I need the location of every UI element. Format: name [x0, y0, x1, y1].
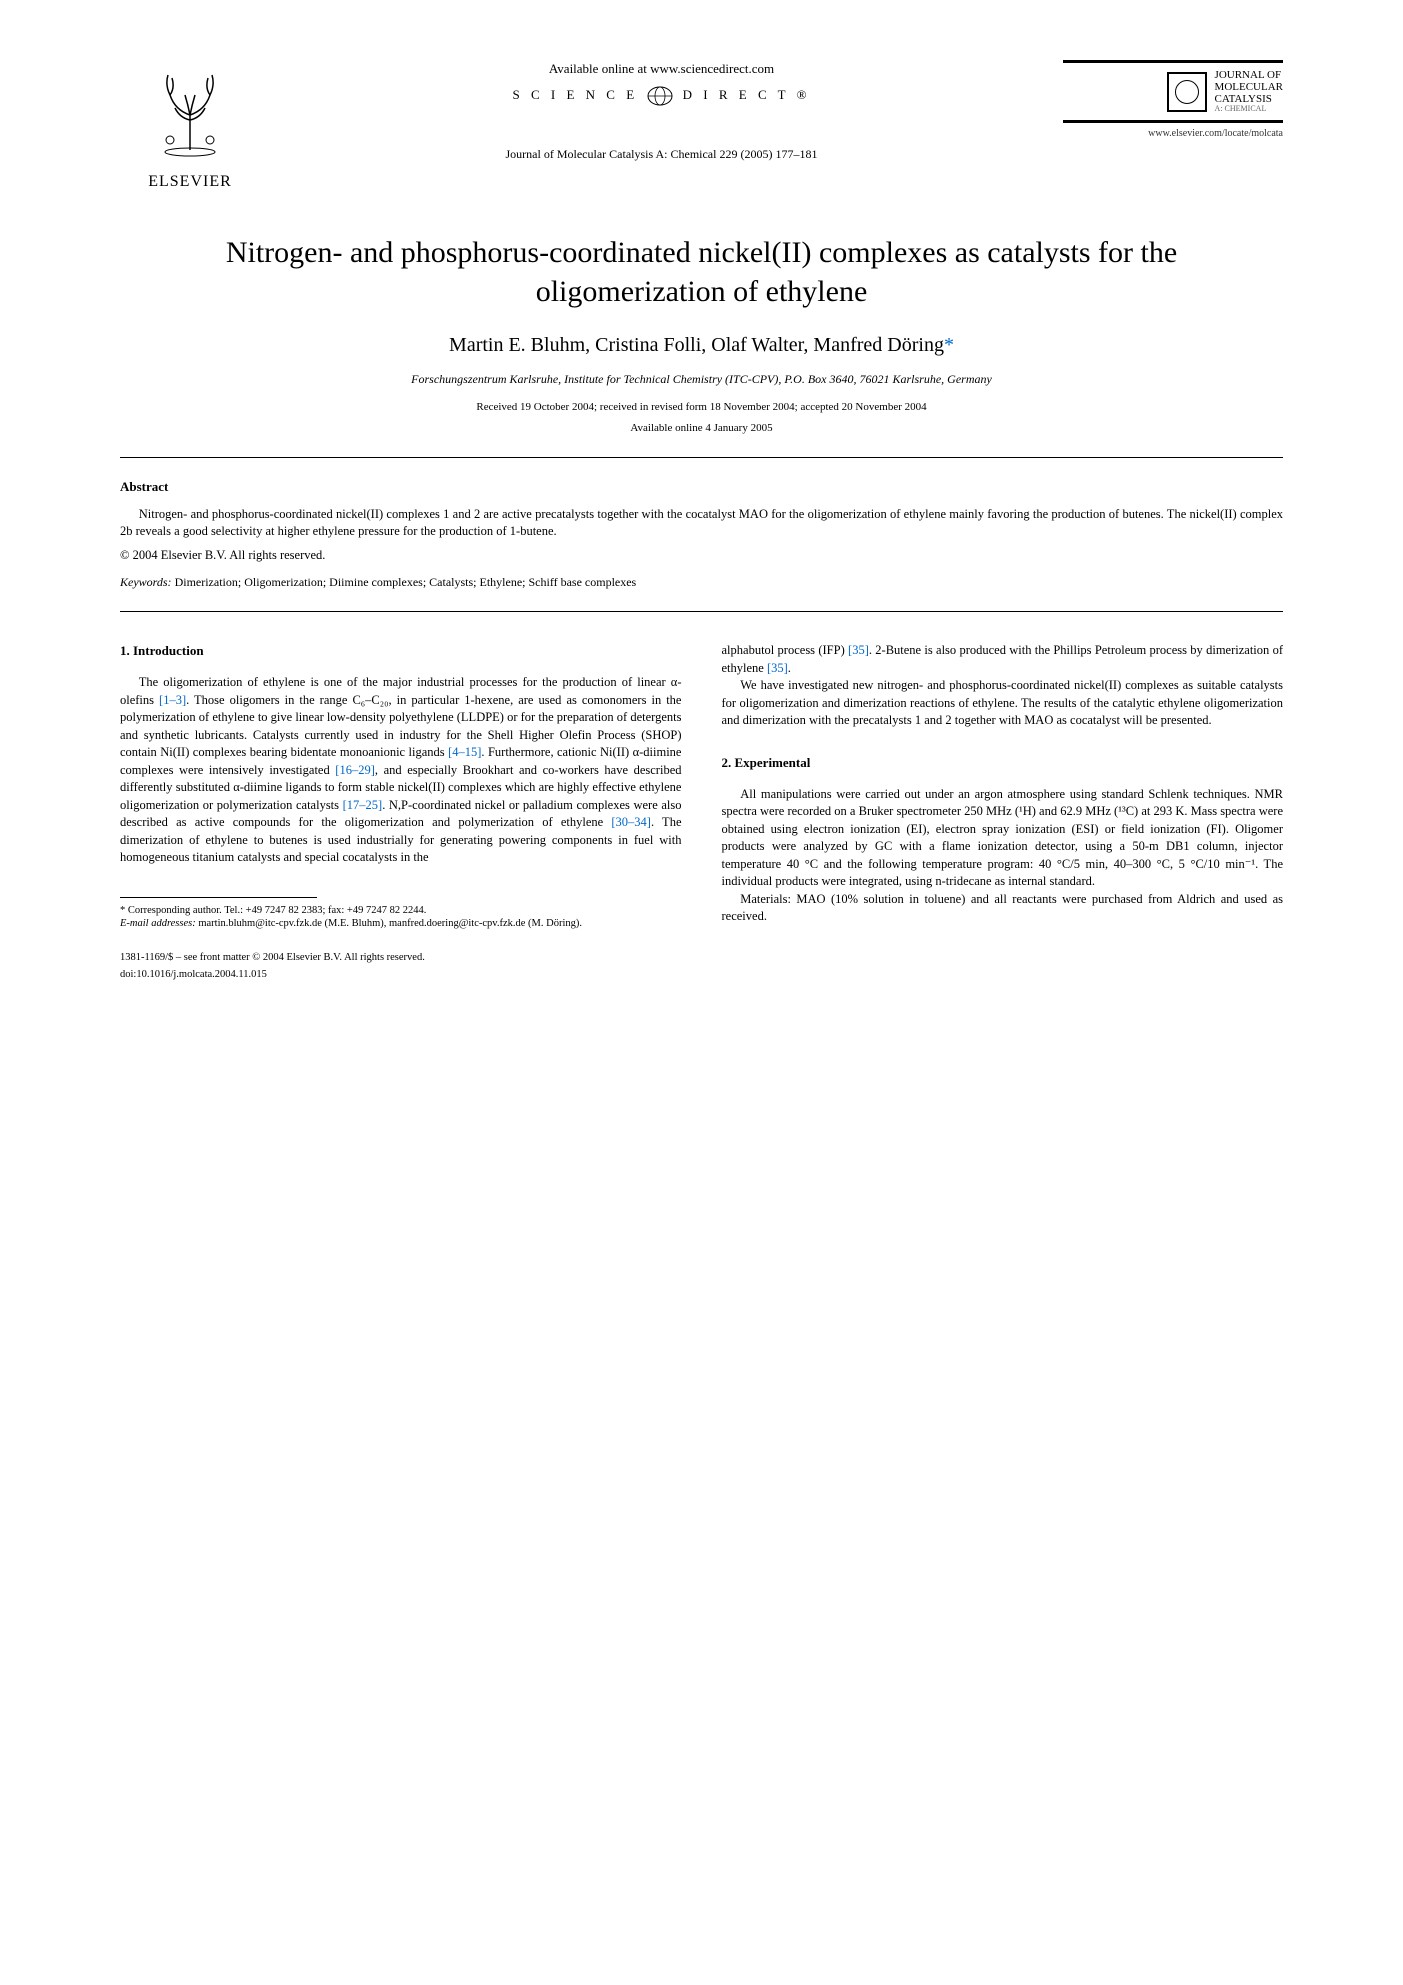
- journal-title-box: JOURNAL OF MOLECULAR CATALYSIS A: CHEMIC…: [1215, 69, 1283, 114]
- abstract-copyright: © 2004 Elsevier B.V. All rights reserved…: [120, 547, 1283, 565]
- footer-line-2: doi:10.1016/j.molcata.2004.11.015: [120, 968, 682, 983]
- authors-line: Martin E. Bluhm, Cristina Folli, Olaf Wa…: [120, 331, 1283, 359]
- footnote-email-text: martin.bluhm@itc-cpv.fzk.de (M.E. Bluhm)…: [196, 918, 582, 929]
- keywords-line: Keywords: Dimerization; Oligomerization;…: [120, 574, 1283, 591]
- dates-line-1: Received 19 October 2004; received in re…: [120, 400, 1283, 415]
- section-1-head: 1. Introduction: [120, 642, 682, 660]
- sd-text-left: S C I E N C E: [512, 87, 638, 102]
- exp-p1: All manipulations were carried out under…: [722, 786, 1284, 891]
- footnote-block: * Corresponding author. Tel.: +49 7247 8…: [120, 904, 682, 931]
- column-right: alphabutol process (IFP) [35]. 2-Butene …: [722, 642, 1284, 982]
- authors-names: Martin E. Bluhm, Cristina Folli, Olaf Wa…: [449, 334, 944, 356]
- keywords-text: Dimerization; Oligomerization; Diimine c…: [172, 575, 637, 589]
- cite-16-29[interactable]: [16–29]: [335, 763, 375, 777]
- footnote-email: E-mail addresses: martin.bluhm@itc-cpv.f…: [120, 917, 682, 931]
- sd-globe-icon: [645, 86, 675, 106]
- c2-t3: .: [788, 661, 791, 675]
- abstract-body: Nitrogen- and phosphorus-coordinated nic…: [120, 507, 1283, 539]
- footnote-corr: * Corresponding author. Tel.: +49 7247 8…: [120, 904, 682, 918]
- section-2-head: 2. Experimental: [722, 754, 1284, 772]
- abstract-text: Nitrogen- and phosphorus-coordinated nic…: [120, 506, 1283, 541]
- cite-4-15[interactable]: [4–15]: [448, 745, 481, 759]
- elsevier-label: ELSEVIER: [120, 171, 260, 193]
- column-left: 1. Introduction The oligomerization of e…: [120, 642, 682, 982]
- keywords-label: Keywords:: [120, 575, 172, 589]
- footnote-rule: [120, 897, 317, 898]
- c2-t1: alphabutol process (IFP): [722, 643, 849, 657]
- col2-p2: We have investigated new nitrogen- and p…: [722, 677, 1284, 730]
- rule-top: [120, 457, 1283, 458]
- exp-p2: Materials: MAO (10% solution in toluene)…: [722, 891, 1284, 926]
- corresponding-asterisk[interactable]: *: [944, 334, 954, 356]
- available-online-text: Available online at www.sciencedirect.co…: [280, 60, 1043, 78]
- journal-name-l1: JOURNAL OF: [1215, 69, 1283, 81]
- cite-1-3[interactable]: [1–3]: [159, 693, 186, 707]
- two-column-body: 1. Introduction The oligomerization of e…: [120, 642, 1283, 982]
- cite-35a[interactable]: [35]: [848, 643, 869, 657]
- footnote-email-label: E-mail addresses:: [120, 918, 196, 929]
- col2-continuation: alphabutol process (IFP) [35]. 2-Butene …: [722, 642, 1284, 677]
- journal-subtitle: A: CHEMICAL: [1215, 105, 1283, 114]
- journal-box: JOURNAL OF MOLECULAR CATALYSIS A: CHEMIC…: [1063, 60, 1283, 123]
- intro-paragraph: The oligomerization of ethylene is one o…: [120, 674, 682, 867]
- affiliation: Forschungszentrum Karlsruhe, Institute f…: [120, 371, 1283, 388]
- article-title: Nitrogen- and phosphorus-coordinated nic…: [200, 233, 1203, 311]
- journal-name-l2: MOLECULAR: [1215, 81, 1283, 93]
- journal-cover-icon: [1167, 72, 1207, 112]
- rule-bottom: [120, 611, 1283, 612]
- cite-35b[interactable]: [35]: [767, 661, 788, 675]
- abstract-label: Abstract: [120, 478, 1283, 496]
- cite-30-34[interactable]: [30–34]: [611, 815, 651, 829]
- dates-line-2: Available online 4 January 2005: [120, 421, 1283, 436]
- journal-block: JOURNAL OF MOLECULAR CATALYSIS A: CHEMIC…: [1063, 60, 1283, 141]
- header-row: ELSEVIER Available online at www.science…: [120, 60, 1283, 193]
- cite-17-25[interactable]: [17–25]: [343, 798, 383, 812]
- journal-url: www.elsevier.com/locate/molcata: [1063, 127, 1283, 141]
- sciencedirect-logo: S C I E N C E D I R E C T ®: [280, 86, 1043, 106]
- center-header: Available online at www.sciencedirect.co…: [260, 60, 1063, 163]
- journal-reference: Journal of Molecular Catalysis A: Chemic…: [280, 146, 1043, 163]
- footer-line-1: 1381-1169/$ – see front matter © 2004 El…: [120, 951, 682, 966]
- elsevier-tree-icon: [140, 60, 240, 160]
- sd-text-right: D I R E C T ®: [683, 87, 811, 102]
- elsevier-block: ELSEVIER: [120, 60, 260, 193]
